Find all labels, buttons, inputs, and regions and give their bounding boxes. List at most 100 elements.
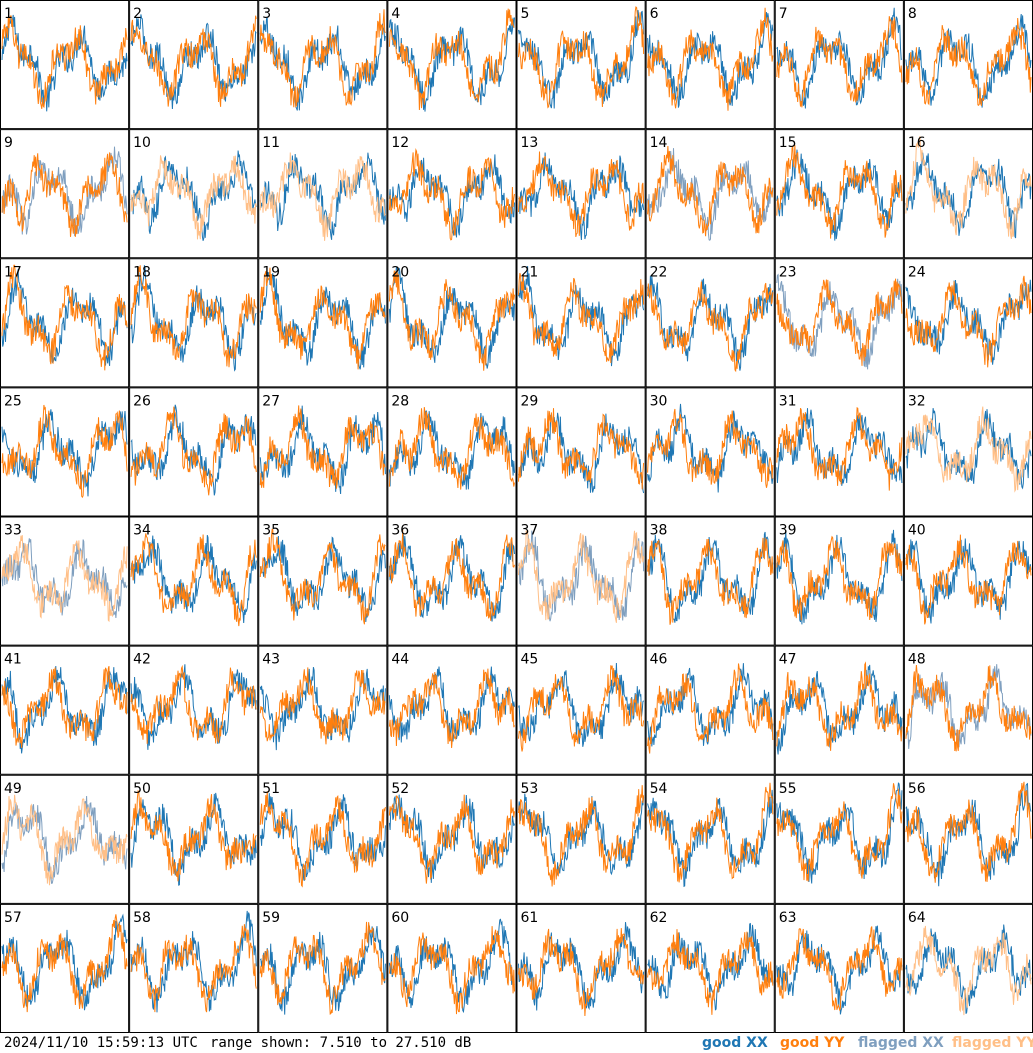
panel-16: 16 [903, 129, 1033, 259]
trace-yy-56 [905, 781, 1032, 883]
trace-xx-9 [1, 146, 128, 237]
panel-frame [516, 903, 646, 1033]
panel-26: 26 [129, 387, 259, 517]
panel-49: 49 [0, 774, 130, 904]
trace-yy-14 [647, 145, 774, 237]
panel-label: 58 [133, 910, 151, 926]
panel-7: 7 [774, 0, 904, 130]
panel-label: 26 [133, 393, 151, 409]
panel-label: 52 [391, 781, 409, 797]
panel-label: 11 [262, 135, 280, 151]
panel-39: 39 [774, 516, 904, 646]
panel-36: 36 [387, 516, 517, 646]
panel-label: 36 [391, 523, 409, 539]
trace-yy-61 [518, 928, 645, 1017]
panel-frame [258, 0, 388, 130]
panel-56: 56 [903, 774, 1033, 904]
trace-yy-60 [388, 926, 515, 1015]
trace-xx-55 [776, 782, 903, 884]
trace-yy-4 [388, 8, 515, 111]
panel-label: 38 [650, 523, 668, 539]
panel-label: 48 [908, 652, 926, 668]
panel-label: 9 [4, 135, 13, 151]
panel-frame [645, 0, 775, 130]
trace-yy-12 [388, 148, 515, 241]
panel-22: 22 [645, 258, 775, 388]
panel-46: 46 [645, 645, 775, 775]
trace-yy-22 [647, 281, 774, 373]
panel-label: 35 [262, 523, 280, 539]
panel-frame [774, 387, 904, 517]
panel-label: 43 [262, 652, 280, 668]
trace-xx-54 [647, 789, 774, 888]
panel-frame [129, 516, 259, 646]
panel-55: 55 [774, 774, 904, 904]
panel-label: 3 [262, 6, 271, 22]
panel-label: 25 [4, 393, 22, 409]
panel-frame [0, 645, 130, 775]
trace-yy-9 [1, 152, 128, 237]
panel-frame [0, 129, 130, 259]
panel-label: 5 [521, 6, 530, 22]
panel-50: 50 [129, 774, 259, 904]
panel-frame [645, 774, 775, 904]
panel-frame [258, 387, 388, 517]
panel-label: 33 [4, 523, 22, 539]
legend-good-yy: good YY [780, 1035, 845, 1051]
trace-yy-44 [388, 668, 515, 749]
panel-label: 60 [391, 910, 409, 926]
panel-frame [774, 516, 904, 646]
panel-frame [0, 903, 130, 1033]
trace-xx-51 [259, 793, 386, 881]
panel-label: 56 [908, 781, 926, 797]
panel-label: 54 [650, 781, 668, 797]
panel-frame [0, 516, 130, 646]
trace-xx-52 [388, 794, 515, 883]
trace-yy-35 [259, 528, 386, 625]
trace-xx-31 [776, 408, 903, 486]
trace-xx-18 [130, 265, 257, 372]
panel-29: 29 [516, 387, 646, 517]
panel-frame [258, 258, 388, 388]
panel-label: 55 [779, 781, 797, 797]
panel-frame [129, 129, 259, 259]
trace-yy-49 [1, 794, 128, 886]
trace-xx-46 [647, 663, 774, 747]
trace-yy-57 [1, 914, 128, 1013]
panel-frame [387, 774, 517, 904]
panel-frame [516, 129, 646, 259]
panel-label: 53 [521, 781, 539, 797]
panel-label: 49 [4, 781, 22, 797]
trace-yy-29 [518, 408, 645, 490]
trace-xx-63 [776, 925, 903, 1015]
panel-label: 63 [779, 910, 797, 926]
trace-xx-11 [259, 152, 386, 240]
panel-label: 19 [262, 264, 280, 280]
panel-frame [129, 903, 259, 1033]
panel-19: 19 [258, 258, 388, 388]
panel-57: 57 [0, 903, 130, 1033]
panel-label: 40 [908, 523, 926, 539]
timestamp: 2024/11/10 15:59:13 UTC [4, 1035, 198, 1051]
trace-xx-42 [130, 664, 257, 750]
panel-frame [516, 516, 646, 646]
panel-12: 12 [387, 129, 517, 259]
panel-53: 53 [516, 774, 646, 904]
panel-17: 17 [0, 258, 130, 388]
panel-label: 62 [650, 910, 668, 926]
panel-13: 13 [516, 129, 646, 259]
trace-yy-1 [1, 15, 128, 109]
trace-yy-48 [905, 665, 1032, 752]
panel-62: 62 [645, 903, 775, 1033]
panel-label: 41 [4, 652, 22, 668]
panel-28: 28 [387, 387, 517, 517]
panel-label: 6 [650, 6, 659, 22]
panel-frame [645, 387, 775, 517]
panel-47: 47 [774, 645, 904, 775]
trace-yy-54 [647, 782, 774, 883]
trace-xx-21 [518, 265, 645, 367]
panel-label: 18 [133, 264, 151, 280]
trace-yy-31 [776, 407, 903, 491]
panel-33: 33 [0, 516, 130, 646]
